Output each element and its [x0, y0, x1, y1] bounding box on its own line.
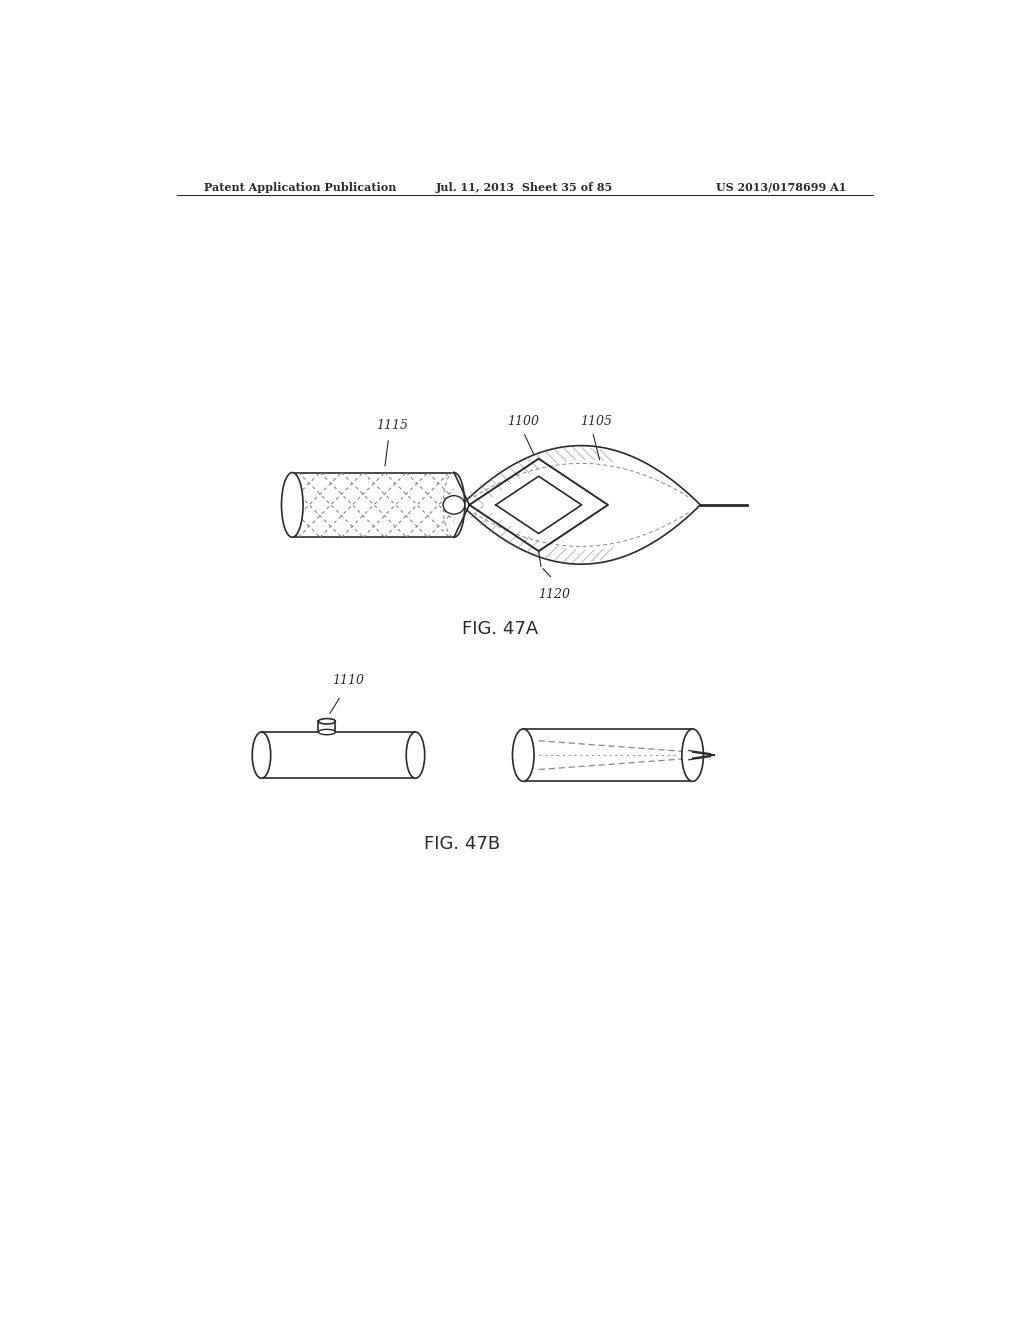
Text: 1100: 1100 [507, 414, 540, 428]
Text: Jul. 11, 2013  Sheet 35 of 85: Jul. 11, 2013 Sheet 35 of 85 [436, 182, 613, 193]
Text: 1110: 1110 [333, 673, 365, 686]
Text: FIG. 47A: FIG. 47A [462, 620, 539, 639]
Text: 1105: 1105 [581, 414, 612, 428]
Ellipse shape [443, 496, 465, 515]
Ellipse shape [512, 729, 535, 781]
Ellipse shape [318, 718, 336, 723]
Text: FIG. 47B: FIG. 47B [424, 836, 500, 853]
Text: US 2013/0178699 A1: US 2013/0178699 A1 [716, 182, 847, 193]
Ellipse shape [282, 473, 303, 537]
FancyBboxPatch shape [261, 733, 416, 779]
Ellipse shape [318, 730, 336, 735]
Ellipse shape [682, 729, 703, 781]
Text: 1120: 1120 [538, 589, 570, 601]
Ellipse shape [252, 733, 270, 779]
Text: Patent Application Publication: Patent Application Publication [204, 182, 396, 193]
Ellipse shape [407, 733, 425, 779]
FancyBboxPatch shape [523, 729, 692, 781]
Text: 1115: 1115 [377, 418, 409, 432]
